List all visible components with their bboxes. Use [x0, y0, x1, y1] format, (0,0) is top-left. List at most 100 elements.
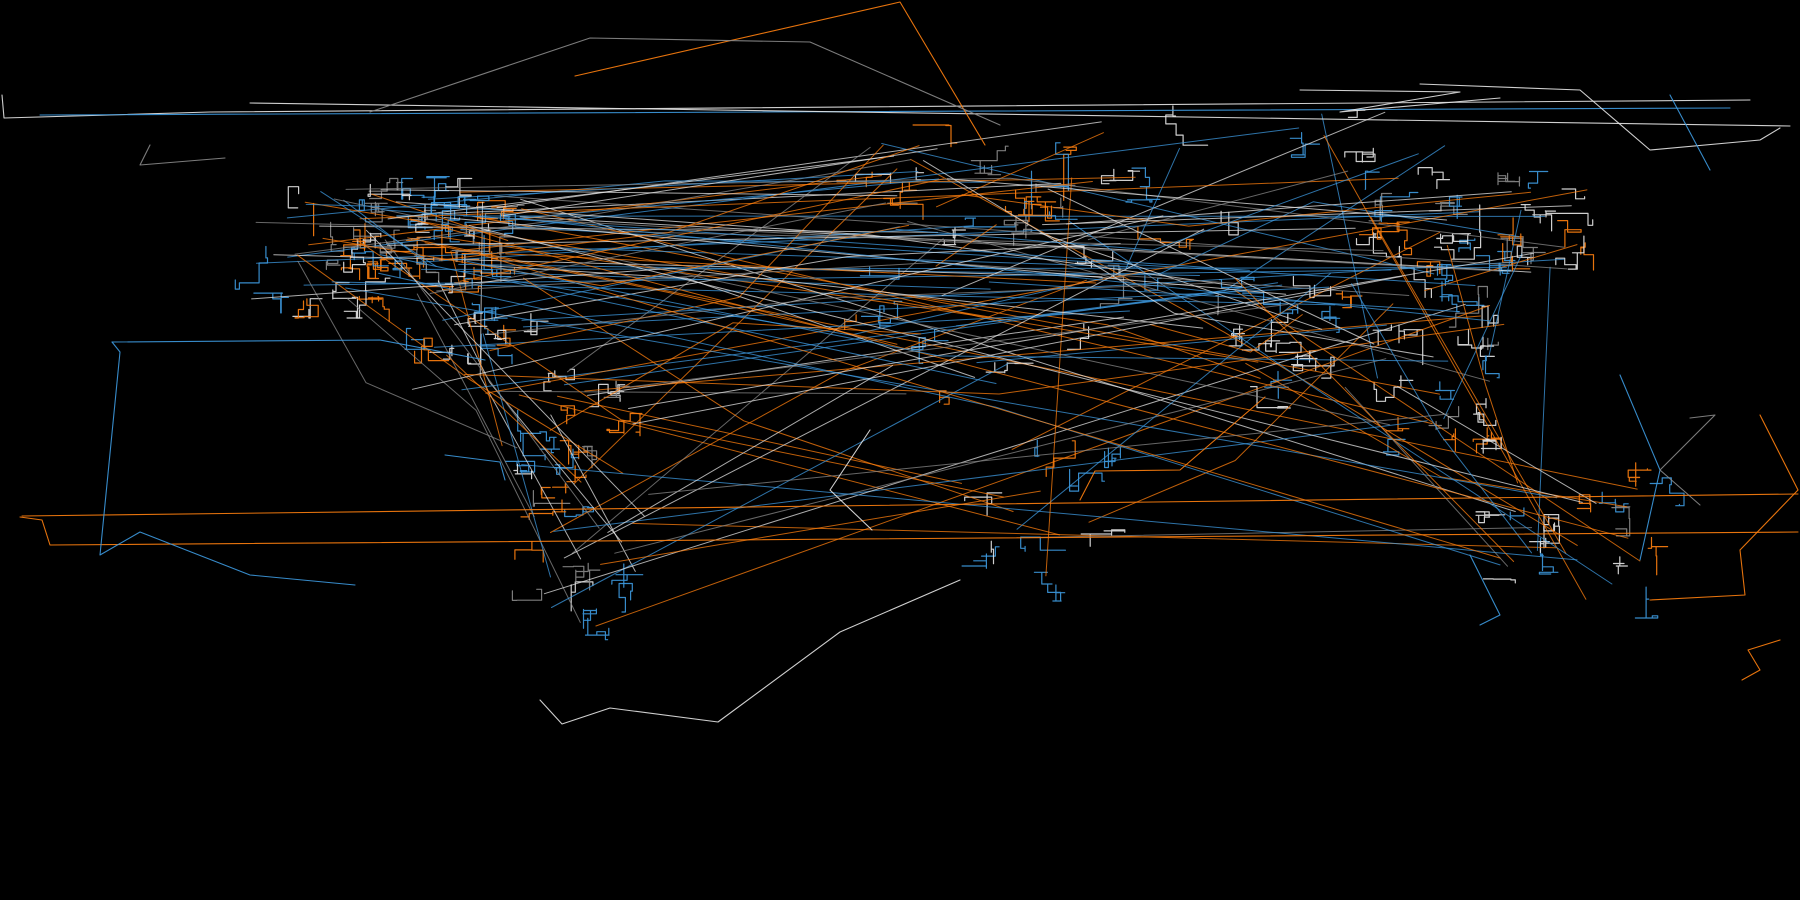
route-line: [570, 581, 594, 612]
route-line: [401, 177, 425, 200]
route-line: [1087, 170, 1349, 241]
route-line: [1397, 386, 1597, 504]
route-line: [581, 445, 598, 469]
route-line: [1417, 167, 1451, 190]
route-line: [421, 267, 1507, 270]
route-line: [1397, 255, 1432, 299]
route-line: [895, 153, 1419, 251]
route-line: [1612, 556, 1628, 575]
route-line: [378, 272, 1501, 566]
route-line: [1100, 168, 1141, 185]
route-line: [1234, 289, 1641, 562]
route-line: [1488, 209, 1522, 357]
route-line: [1458, 238, 1476, 253]
route-line: [600, 490, 1041, 565]
route-line: [1479, 345, 1495, 357]
route-line: [1482, 578, 1516, 584]
route-line: [485, 329, 507, 345]
route-line: [543, 303, 1466, 595]
route-line: [970, 145, 1009, 176]
route-line: [1045, 440, 1076, 477]
route-line: [550, 279, 1087, 533]
route-line: [1321, 113, 1378, 379]
route-line: [438, 182, 1062, 215]
route-line: [513, 463, 533, 480]
route-line: [567, 146, 871, 373]
route-line: [351, 247, 389, 267]
route-line: [395, 201, 1242, 288]
route-line: [1080, 529, 1126, 547]
route-line: [367, 296, 390, 323]
route-line: [829, 429, 873, 531]
route-line: [500, 207, 517, 220]
route-line: [294, 298, 319, 319]
route-line: [1435, 381, 1455, 400]
route-line: [433, 310, 1130, 348]
route-line: [520, 198, 1516, 512]
route-line: [1647, 536, 1669, 576]
route-line: [444, 454, 506, 481]
route-line: [573, 168, 898, 484]
route-line: [618, 582, 633, 613]
route-line: [1024, 203, 1053, 219]
route-line: [584, 315, 1481, 392]
route-line: [1475, 427, 1490, 454]
route-line: [451, 241, 502, 282]
route-line: [628, 252, 1534, 409]
route-line: [1034, 439, 1040, 458]
route-line: [1063, 146, 1077, 201]
route-line: [362, 232, 382, 249]
route-line: [550, 414, 636, 572]
route-line: [1433, 204, 1482, 260]
route-line: [1165, 105, 1209, 146]
route-line: [1137, 226, 1194, 250]
route-line: [473, 266, 494, 280]
route-line: [99, 341, 356, 586]
route-line: [515, 218, 1491, 322]
route-line: [139, 144, 226, 166]
route-line: [1020, 536, 1066, 552]
route-line: [1321, 305, 1341, 333]
route-line: [461, 270, 991, 290]
route-line: [438, 145, 920, 261]
route-line: [1373, 375, 1414, 402]
route-line: [1355, 232, 1400, 258]
route-line: [445, 177, 473, 208]
route-line: [961, 191, 1531, 227]
route-line: [358, 295, 383, 302]
route-line: [523, 313, 549, 336]
route-line: [1649, 414, 1799, 601]
route-line: [491, 282, 1214, 335]
route-line: [1416, 261, 1441, 277]
route-line: [469, 225, 1583, 503]
route-line: [990, 540, 995, 565]
route-line: [1079, 396, 1266, 501]
route-line: [425, 262, 437, 273]
route-line: [454, 243, 1121, 326]
route-line: [322, 224, 909, 287]
route-line: [343, 239, 366, 273]
route-line: [1344, 147, 1376, 163]
route-line: [522, 286, 1330, 328]
route-line: [1125, 147, 1180, 269]
route-line: [482, 333, 551, 578]
route-line: [1536, 266, 1551, 551]
route-line: [331, 281, 1336, 306]
route-line: [320, 191, 437, 267]
route-line: [1011, 231, 1441, 450]
route-line: [380, 189, 898, 197]
route-line: [571, 238, 944, 554]
route-line: [294, 159, 911, 255]
route-line: [304, 201, 1259, 363]
route-line: [319, 225, 938, 233]
route-line: [915, 167, 925, 181]
route-line: [539, 431, 561, 454]
route-line: [479, 201, 582, 560]
route-line: [553, 420, 1428, 532]
route-line: [1358, 222, 1400, 240]
route-line: [347, 298, 581, 623]
route-line: [1016, 273, 1331, 530]
route-line: [366, 263, 380, 280]
route-line: [955, 145, 1446, 327]
route-line: [444, 253, 466, 294]
